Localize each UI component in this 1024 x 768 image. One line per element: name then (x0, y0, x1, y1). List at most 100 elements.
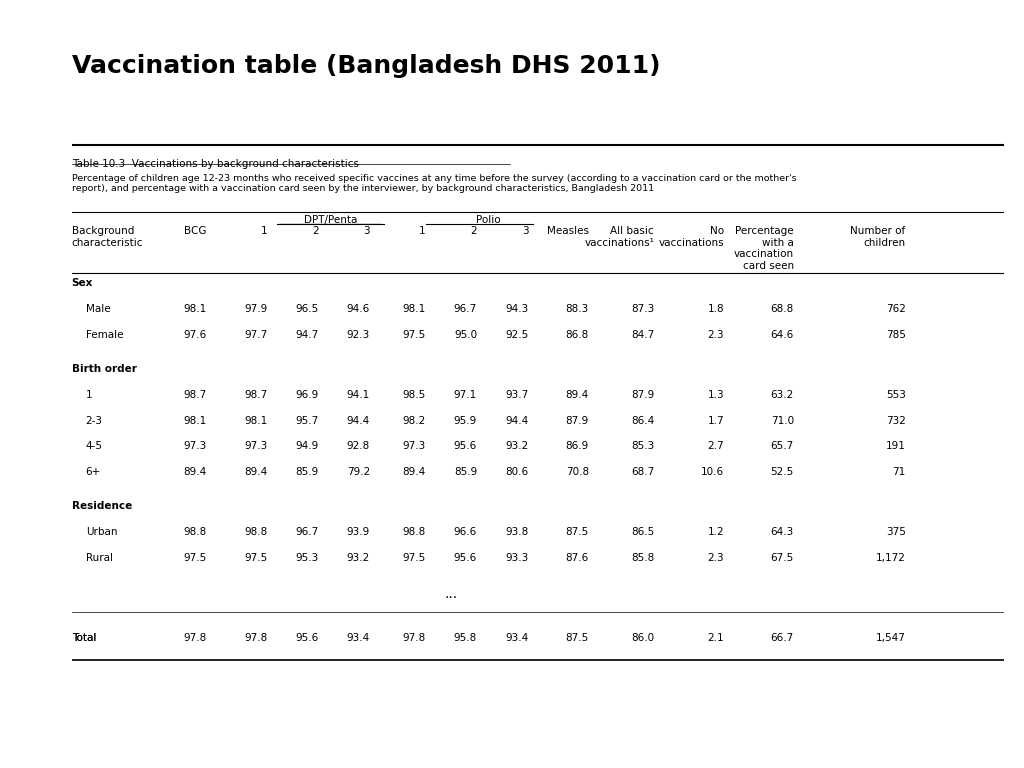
Text: Background
characteristic: Background characteristic (72, 226, 143, 248)
Text: BCG: BCG (184, 226, 207, 236)
Text: 92.5: 92.5 (505, 329, 528, 339)
Text: 52.5: 52.5 (771, 467, 794, 477)
Text: 94.1: 94.1 (346, 390, 370, 400)
Text: 95.8: 95.8 (454, 633, 477, 643)
Text: 4-5: 4-5 (86, 441, 102, 451)
Text: 85.9: 85.9 (295, 467, 318, 477)
Text: 1.2: 1.2 (708, 527, 724, 537)
Text: DPT/Penta: DPT/Penta (303, 214, 357, 224)
Text: Urban: Urban (86, 527, 117, 537)
Text: 87.9: 87.9 (565, 415, 589, 425)
Text: 92.8: 92.8 (346, 441, 370, 451)
Text: 93.8: 93.8 (505, 527, 528, 537)
Text: 2.7: 2.7 (708, 441, 724, 451)
Text: 95.9: 95.9 (454, 415, 477, 425)
Text: 87.9: 87.9 (631, 390, 654, 400)
Text: 2: 2 (470, 226, 477, 236)
Text: 98.1: 98.1 (183, 415, 207, 425)
Text: 63.2: 63.2 (771, 390, 794, 400)
Text: Percentage
with a
vaccination
card seen: Percentage with a vaccination card seen (734, 226, 794, 271)
Text: ...: ... (444, 588, 458, 601)
Text: 98.1: 98.1 (183, 304, 207, 314)
Text: 1: 1 (261, 226, 267, 236)
Text: Percentage of children age 12-23 months who received specific vaccines at any ti: Percentage of children age 12-23 months … (72, 174, 797, 194)
Text: 98.2: 98.2 (402, 415, 426, 425)
Text: 96.7: 96.7 (295, 527, 318, 537)
Text: 95.6: 95.6 (454, 441, 477, 451)
Text: 2.3: 2.3 (708, 553, 724, 563)
Text: 95.0: 95.0 (454, 329, 477, 339)
Text: 3: 3 (521, 226, 528, 236)
Text: 2.3: 2.3 (708, 329, 724, 339)
Text: 88.3: 88.3 (565, 304, 589, 314)
Text: 71.0: 71.0 (771, 415, 794, 425)
Text: 87.6: 87.6 (565, 553, 589, 563)
Text: 96.6: 96.6 (454, 527, 477, 537)
Text: 95.6: 95.6 (295, 633, 318, 643)
Text: 64.6: 64.6 (771, 329, 794, 339)
Text: 1.7: 1.7 (708, 415, 724, 425)
Text: 95.7: 95.7 (295, 415, 318, 425)
Text: 97.5: 97.5 (402, 329, 426, 339)
Text: 94.6: 94.6 (346, 304, 370, 314)
Text: 6+: 6+ (86, 467, 101, 477)
Text: 93.9: 93.9 (346, 527, 370, 537)
Text: Birth order: Birth order (72, 364, 136, 374)
Text: 85.3: 85.3 (631, 441, 654, 451)
Text: 98.1: 98.1 (402, 304, 426, 314)
Text: 1.3: 1.3 (708, 390, 724, 400)
Text: 93.7: 93.7 (505, 390, 528, 400)
Text: 71: 71 (893, 467, 905, 477)
Text: 86.8: 86.8 (565, 329, 589, 339)
Text: 93.2: 93.2 (505, 441, 528, 451)
Text: 1,547: 1,547 (876, 633, 905, 643)
Text: 65.7: 65.7 (771, 441, 794, 451)
Text: 84.7: 84.7 (631, 329, 654, 339)
Text: 93.4: 93.4 (505, 633, 528, 643)
Text: 89.4: 89.4 (565, 390, 589, 400)
Text: 96.7: 96.7 (454, 304, 477, 314)
Text: Measles: Measles (547, 226, 589, 236)
Text: Vaccination table (Bangladesh DHS 2011): Vaccination table (Bangladesh DHS 2011) (72, 54, 660, 78)
Text: 97.5: 97.5 (183, 553, 207, 563)
Text: 92.3: 92.3 (346, 329, 370, 339)
Text: 97.7: 97.7 (244, 329, 267, 339)
Text: 2.1: 2.1 (708, 633, 724, 643)
Text: 97.5: 97.5 (402, 553, 426, 563)
Text: 97.8: 97.8 (183, 633, 207, 643)
Text: Sex: Sex (72, 278, 93, 288)
Text: 98.1: 98.1 (244, 415, 267, 425)
Text: Rural: Rural (86, 553, 113, 563)
Text: 94.9: 94.9 (295, 441, 318, 451)
Text: 68.7: 68.7 (631, 467, 654, 477)
Text: 732: 732 (886, 415, 905, 425)
Text: All basic
vaccinations¹: All basic vaccinations¹ (585, 226, 654, 248)
Text: 94.4: 94.4 (346, 415, 370, 425)
Text: 98.7: 98.7 (244, 390, 267, 400)
Text: 86.4: 86.4 (631, 415, 654, 425)
Text: 97.5: 97.5 (244, 553, 267, 563)
Text: 66.7: 66.7 (771, 633, 794, 643)
Text: 762: 762 (886, 304, 905, 314)
Text: 80.6: 80.6 (505, 467, 528, 477)
Text: 96.5: 96.5 (295, 304, 318, 314)
Text: 3: 3 (364, 226, 370, 236)
Text: Table 10.3  Vaccinations by background characteristics: Table 10.3 Vaccinations by background ch… (72, 160, 358, 170)
Text: 94.7: 94.7 (295, 329, 318, 339)
Text: 95.6: 95.6 (454, 553, 477, 563)
Text: 79.2: 79.2 (346, 467, 370, 477)
Text: Total: Total (72, 633, 96, 643)
Text: 98.5: 98.5 (402, 390, 426, 400)
Text: 68.8: 68.8 (771, 304, 794, 314)
Text: 87.3: 87.3 (631, 304, 654, 314)
Text: 89.4: 89.4 (183, 467, 207, 477)
Text: 93.2: 93.2 (346, 553, 370, 563)
Text: 95.3: 95.3 (295, 553, 318, 563)
Text: 85.8: 85.8 (631, 553, 654, 563)
Text: No
vaccinations: No vaccinations (658, 226, 724, 248)
Text: 375: 375 (886, 527, 905, 537)
Text: 67.5: 67.5 (771, 553, 794, 563)
Text: 98.8: 98.8 (183, 527, 207, 537)
Text: 97.3: 97.3 (402, 441, 426, 451)
Text: 1: 1 (419, 226, 426, 236)
